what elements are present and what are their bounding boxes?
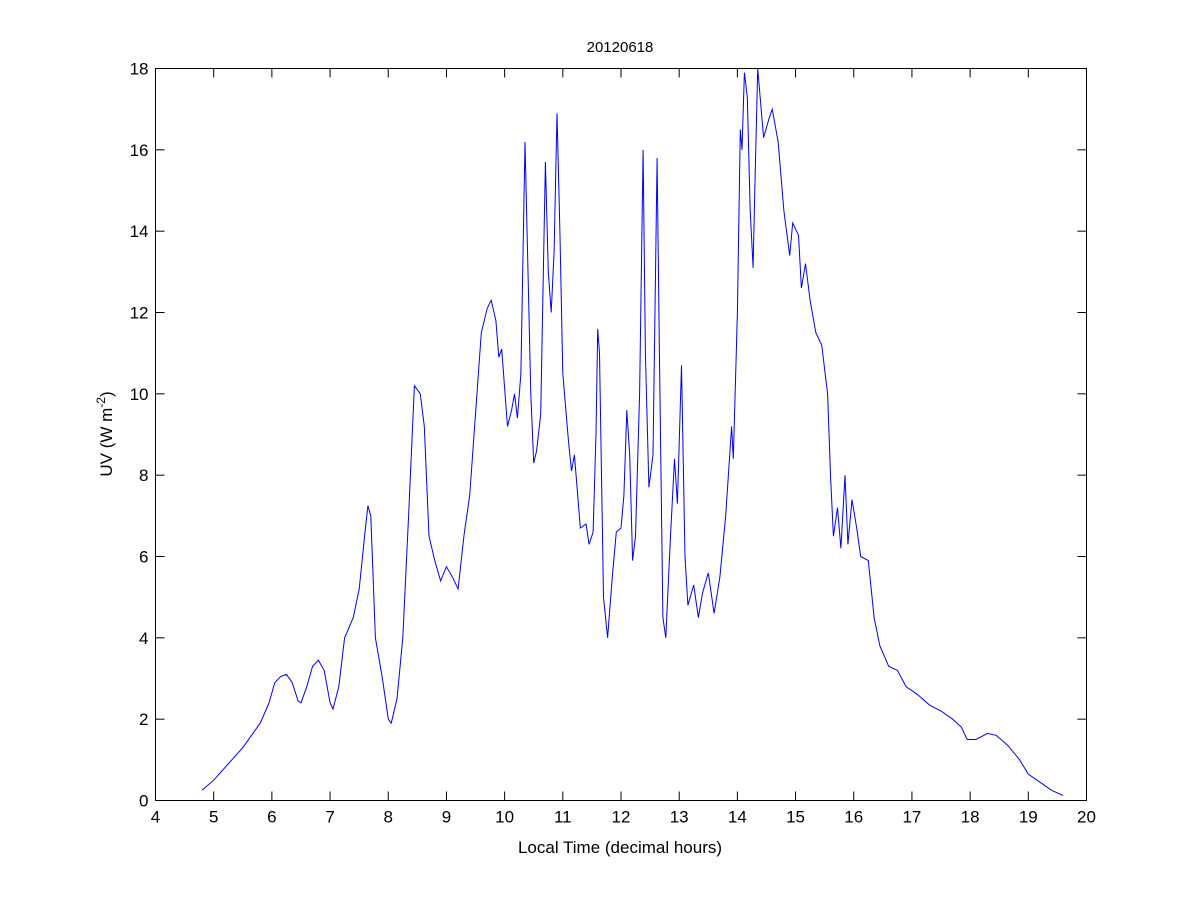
y-tick-label: 12: [130, 304, 149, 323]
chart-title: 20120618: [587, 39, 654, 56]
x-tick-label: 5: [209, 808, 218, 827]
x-tick-label: 15: [786, 808, 805, 827]
y-axis-label-main: UV (W m: [97, 408, 116, 477]
x-tick-label: 6: [267, 808, 276, 827]
y-tick-label: 18: [130, 60, 149, 79]
y-tick-label: 16: [130, 141, 149, 160]
y-axis-label-superscript: -2: [94, 397, 108, 408]
axis-ticks: 4 5 6 7 8 9 10 11 12 13 14 15 16 17 18 19 20 0 2 4 6 8 10 12 14 1…: [130, 60, 1096, 827]
series-line: [201, 68, 1064, 797]
y-tick-label: 4: [139, 629, 148, 648]
y-tick-label: 0: [139, 792, 148, 811]
y-tick-label: 14: [130, 222, 149, 241]
y-tick-label: 8: [139, 466, 148, 485]
plot-area-border: [155, 68, 1087, 801]
x-tick-label: 18: [961, 808, 980, 827]
x-tick-label: 7: [325, 808, 334, 827]
x-tick-label: 16: [844, 808, 863, 827]
x-tick-label: 19: [1019, 808, 1038, 827]
x-tick-label: 4: [151, 808, 160, 827]
x-tick-label: 9: [442, 808, 451, 827]
y-tick-label: 6: [139, 548, 148, 567]
x-tick-label: 8: [384, 808, 393, 827]
y-tick-label: 10: [130, 385, 149, 404]
x-tick-label: 14: [728, 808, 747, 827]
x-tick-label: 12: [612, 808, 631, 827]
x-tick-label: 13: [670, 808, 689, 827]
y-axis-label-suffix: ): [97, 391, 116, 397]
y-axis-label: UV (W m-2): [94, 391, 116, 476]
x-tick-label: 20: [1077, 808, 1096, 827]
x-tick-label: 17: [902, 808, 921, 827]
y-tick-label: 2: [139, 710, 148, 729]
x-axis-label: Local Time (decimal hours): [518, 838, 722, 857]
x-tick-label: 11: [554, 808, 572, 827]
x-tick-label: 10: [495, 808, 514, 827]
